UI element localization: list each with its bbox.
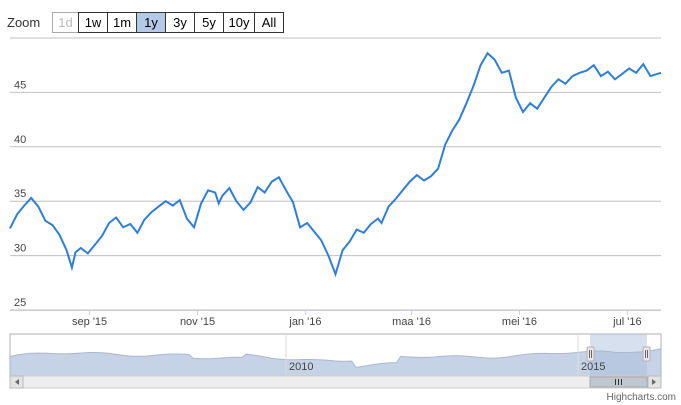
zoom-10y-button[interactable]: 10y	[223, 12, 255, 33]
scrollbar-track[interactable]	[9, 375, 662, 389]
zoom-All-button[interactable]: All	[254, 12, 284, 33]
zoom-button-label: 5y	[202, 15, 216, 30]
zoom-1w-button[interactable]: 1w	[78, 12, 108, 33]
x-tick-label: sep '15	[72, 316, 107, 328]
zoom-1m-button[interactable]: 1m	[107, 12, 137, 33]
navigator-series-area	[9, 348, 662, 377]
range-selector: Zoom 1d 1w 1m 1y 3y 5y 10y All	[7, 12, 284, 33]
navigator-selection[interactable]	[590, 334, 647, 376]
credits-link[interactable]: Highcharts.com	[607, 392, 676, 403]
price-series-line	[9, 51, 662, 278]
zoom-label: Zoom	[7, 15, 40, 30]
y-tick-label: 40	[14, 134, 26, 146]
zoom-3y-button[interactable]: 3y	[165, 12, 195, 33]
x-tick-label: mei '16	[502, 316, 537, 328]
arrow-right-icon	[652, 379, 656, 385]
navigator[interactable]: 2010 2015	[9, 333, 662, 377]
zoom-button-label: 1m	[113, 15, 131, 30]
x-tick-label: jan '16	[288, 316, 321, 328]
zoom-button-label: 1w	[85, 15, 102, 30]
scrollbar[interactable]	[9, 375, 662, 389]
grid-lines	[10, 37, 661, 311]
zoom-button-label: All	[262, 15, 277, 30]
x-tick-label: nov '15	[180, 316, 215, 328]
y-tick-label: 35	[14, 188, 26, 200]
y-tick-label: 30	[14, 243, 26, 255]
navigator-axis-labels: 2010 2015	[285, 334, 605, 376]
y-tick-label: 45	[14, 79, 26, 91]
navigator-handle-left[interactable]	[586, 346, 595, 362]
y-tick-label: 25	[14, 297, 26, 309]
zoom-button-label: 10y	[229, 15, 250, 30]
zoom-button-label: 1y	[144, 15, 158, 30]
y-axis-labels: 25 30 35 40 45	[14, 79, 26, 309]
x-axis-labels: sep '15 nov '15 jan '16 maa '16 mei '16 jul '…	[10, 310, 661, 328]
navigator-year-label: 2015	[581, 361, 605, 373]
x-tick-label: maa '16	[392, 316, 431, 328]
navigator-year-label: 2010	[289, 361, 313, 373]
zoom-5y-button[interactable]: 5y	[194, 12, 224, 33]
zoom-1d-button: 1d	[52, 12, 79, 33]
arrow-left-icon	[15, 379, 19, 385]
zoom-1y-button[interactable]: 1y	[136, 12, 166, 33]
navigator-handle-right[interactable]	[642, 346, 651, 362]
zoom-button-label: 3y	[173, 15, 187, 30]
zoom-button-label: 1d	[58, 15, 72, 30]
plot-area: 25 30 35 40 45 sep '15 nov '15 jan '16 maa '16 m…	[9, 37, 662, 328]
x-tick-label: jul '16	[612, 316, 641, 328]
